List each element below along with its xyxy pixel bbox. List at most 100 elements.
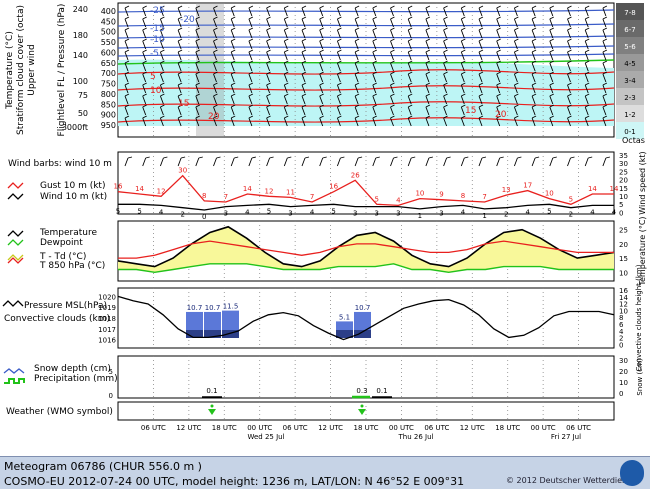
wind-barb [248, 49, 254, 61]
wind-barb [602, 71, 608, 83]
wind-barb [213, 49, 218, 61]
wind-barb [336, 49, 342, 61]
wind-barb [159, 156, 168, 167]
weather-label: Weather (WMO symbol) [6, 407, 113, 417]
wind-barb [549, 71, 555, 83]
gust-value: 14 [243, 185, 252, 193]
wind-barb [319, 38, 324, 50]
wind-barb [159, 60, 165, 72]
wind-barb [283, 49, 289, 61]
wind-10m-barbs [124, 156, 611, 167]
wind-barb [584, 156, 593, 167]
wind-barb [230, 60, 236, 72]
wind-barb [266, 38, 271, 50]
convective-ytick: 4 [619, 328, 624, 336]
wind-barb [195, 38, 201, 50]
isotherm-cold [117, 53, 615, 57]
wind-barb [584, 115, 590, 127]
wind-value: 4 [159, 208, 164, 216]
x-tick: 12 UTC [460, 424, 485, 432]
pressure-ytick: 1017 [98, 326, 116, 334]
convective-bar-base [222, 330, 239, 338]
wind-barb [354, 71, 360, 83]
wind-barb [390, 115, 395, 127]
wind-barb [319, 82, 324, 94]
gust-value: 7 [482, 193, 486, 201]
wind-barb [390, 49, 395, 61]
wind-barb [319, 71, 324, 83]
wind-barb [443, 16, 448, 28]
wind-barb [584, 49, 590, 61]
wind-barb [407, 82, 413, 94]
wind-barb [531, 38, 537, 50]
wind-barb [177, 38, 183, 50]
wind-barb [195, 16, 201, 28]
x-tick: 00 UTC [531, 424, 556, 432]
wind-barb [124, 49, 130, 61]
wind-barb [266, 93, 271, 105]
wind-barb [177, 27, 183, 39]
wind-barb [230, 5, 236, 17]
wind-barb [425, 49, 431, 61]
precip-label: 0.1 [206, 387, 217, 395]
snow-legend-label: Snow depth (cm) [34, 364, 111, 374]
wind-barb [372, 82, 378, 94]
wind-barb [301, 104, 307, 116]
upper-air-ylabel-1: Temperature (°C) [5, 31, 15, 110]
wind-barb [336, 38, 342, 50]
upper-air-y2label: Flightlevel FL / Pressure (hPa) [57, 4, 67, 137]
wind-barb [513, 27, 519, 39]
wind-barb [372, 104, 378, 116]
wind-barb [159, 49, 165, 61]
temperature-yticks: 25 20 15 10 [619, 227, 628, 278]
stratiform-cloud-area [118, 59, 614, 127]
isotherm-cold [117, 35, 615, 39]
wind-barb [443, 38, 448, 50]
rain-shower-icon [358, 409, 366, 415]
wind-barb [177, 115, 183, 127]
wind-barb [425, 5, 431, 17]
wind-barb [602, 156, 611, 167]
wind-barb [584, 82, 590, 94]
wind-barb [390, 71, 395, 83]
isotherm-label: 15 [178, 99, 189, 109]
wind-barb [496, 115, 501, 127]
gust-value: 13 [502, 186, 511, 194]
gust-value: 17 [523, 182, 532, 190]
wind-barb [213, 82, 218, 94]
wind-barb [602, 5, 608, 17]
wind-ytick: 30 [619, 160, 628, 168]
snow-ytick: 20 [619, 368, 628, 376]
gust-value: 12 [157, 187, 166, 195]
wind-barb [283, 115, 289, 127]
wind-barb [531, 5, 537, 17]
octas-cell-label: 3-4 [624, 77, 636, 85]
wind-barb [567, 82, 572, 94]
wind-barb [213, 60, 218, 72]
upper-air-ylabel-3: Upper wind [27, 44, 37, 95]
wind-value: 1 [482, 212, 486, 220]
snow-y2label: Snow (cm) [636, 358, 644, 396]
wind-barb [283, 93, 289, 105]
wind-barb [124, 156, 133, 167]
wind-barb [230, 156, 239, 167]
wind-barb [425, 27, 431, 39]
wind-barb [478, 16, 484, 28]
wind-barb [124, 5, 130, 17]
octas-cell-label: 5-6 [624, 43, 636, 51]
wind-barb [283, 38, 289, 50]
wind-barb [478, 5, 484, 17]
dewpoint-legend-icon [7, 239, 24, 246]
t850-legend-label: T 850 hPa (°C) [39, 261, 105, 271]
x-tick: 12 UTC [318, 424, 343, 432]
wind-barb [425, 60, 431, 72]
wind-barb [496, 16, 501, 28]
fl-tick: 100 [73, 77, 88, 86]
wind-barb [301, 16, 307, 28]
wind-barb [230, 49, 236, 61]
wind-value: 1 [418, 212, 422, 220]
wind-barb [584, 5, 590, 17]
wind-barb [159, 27, 165, 39]
wind-ytick: 5 [619, 201, 623, 209]
wind-barb [531, 16, 537, 28]
